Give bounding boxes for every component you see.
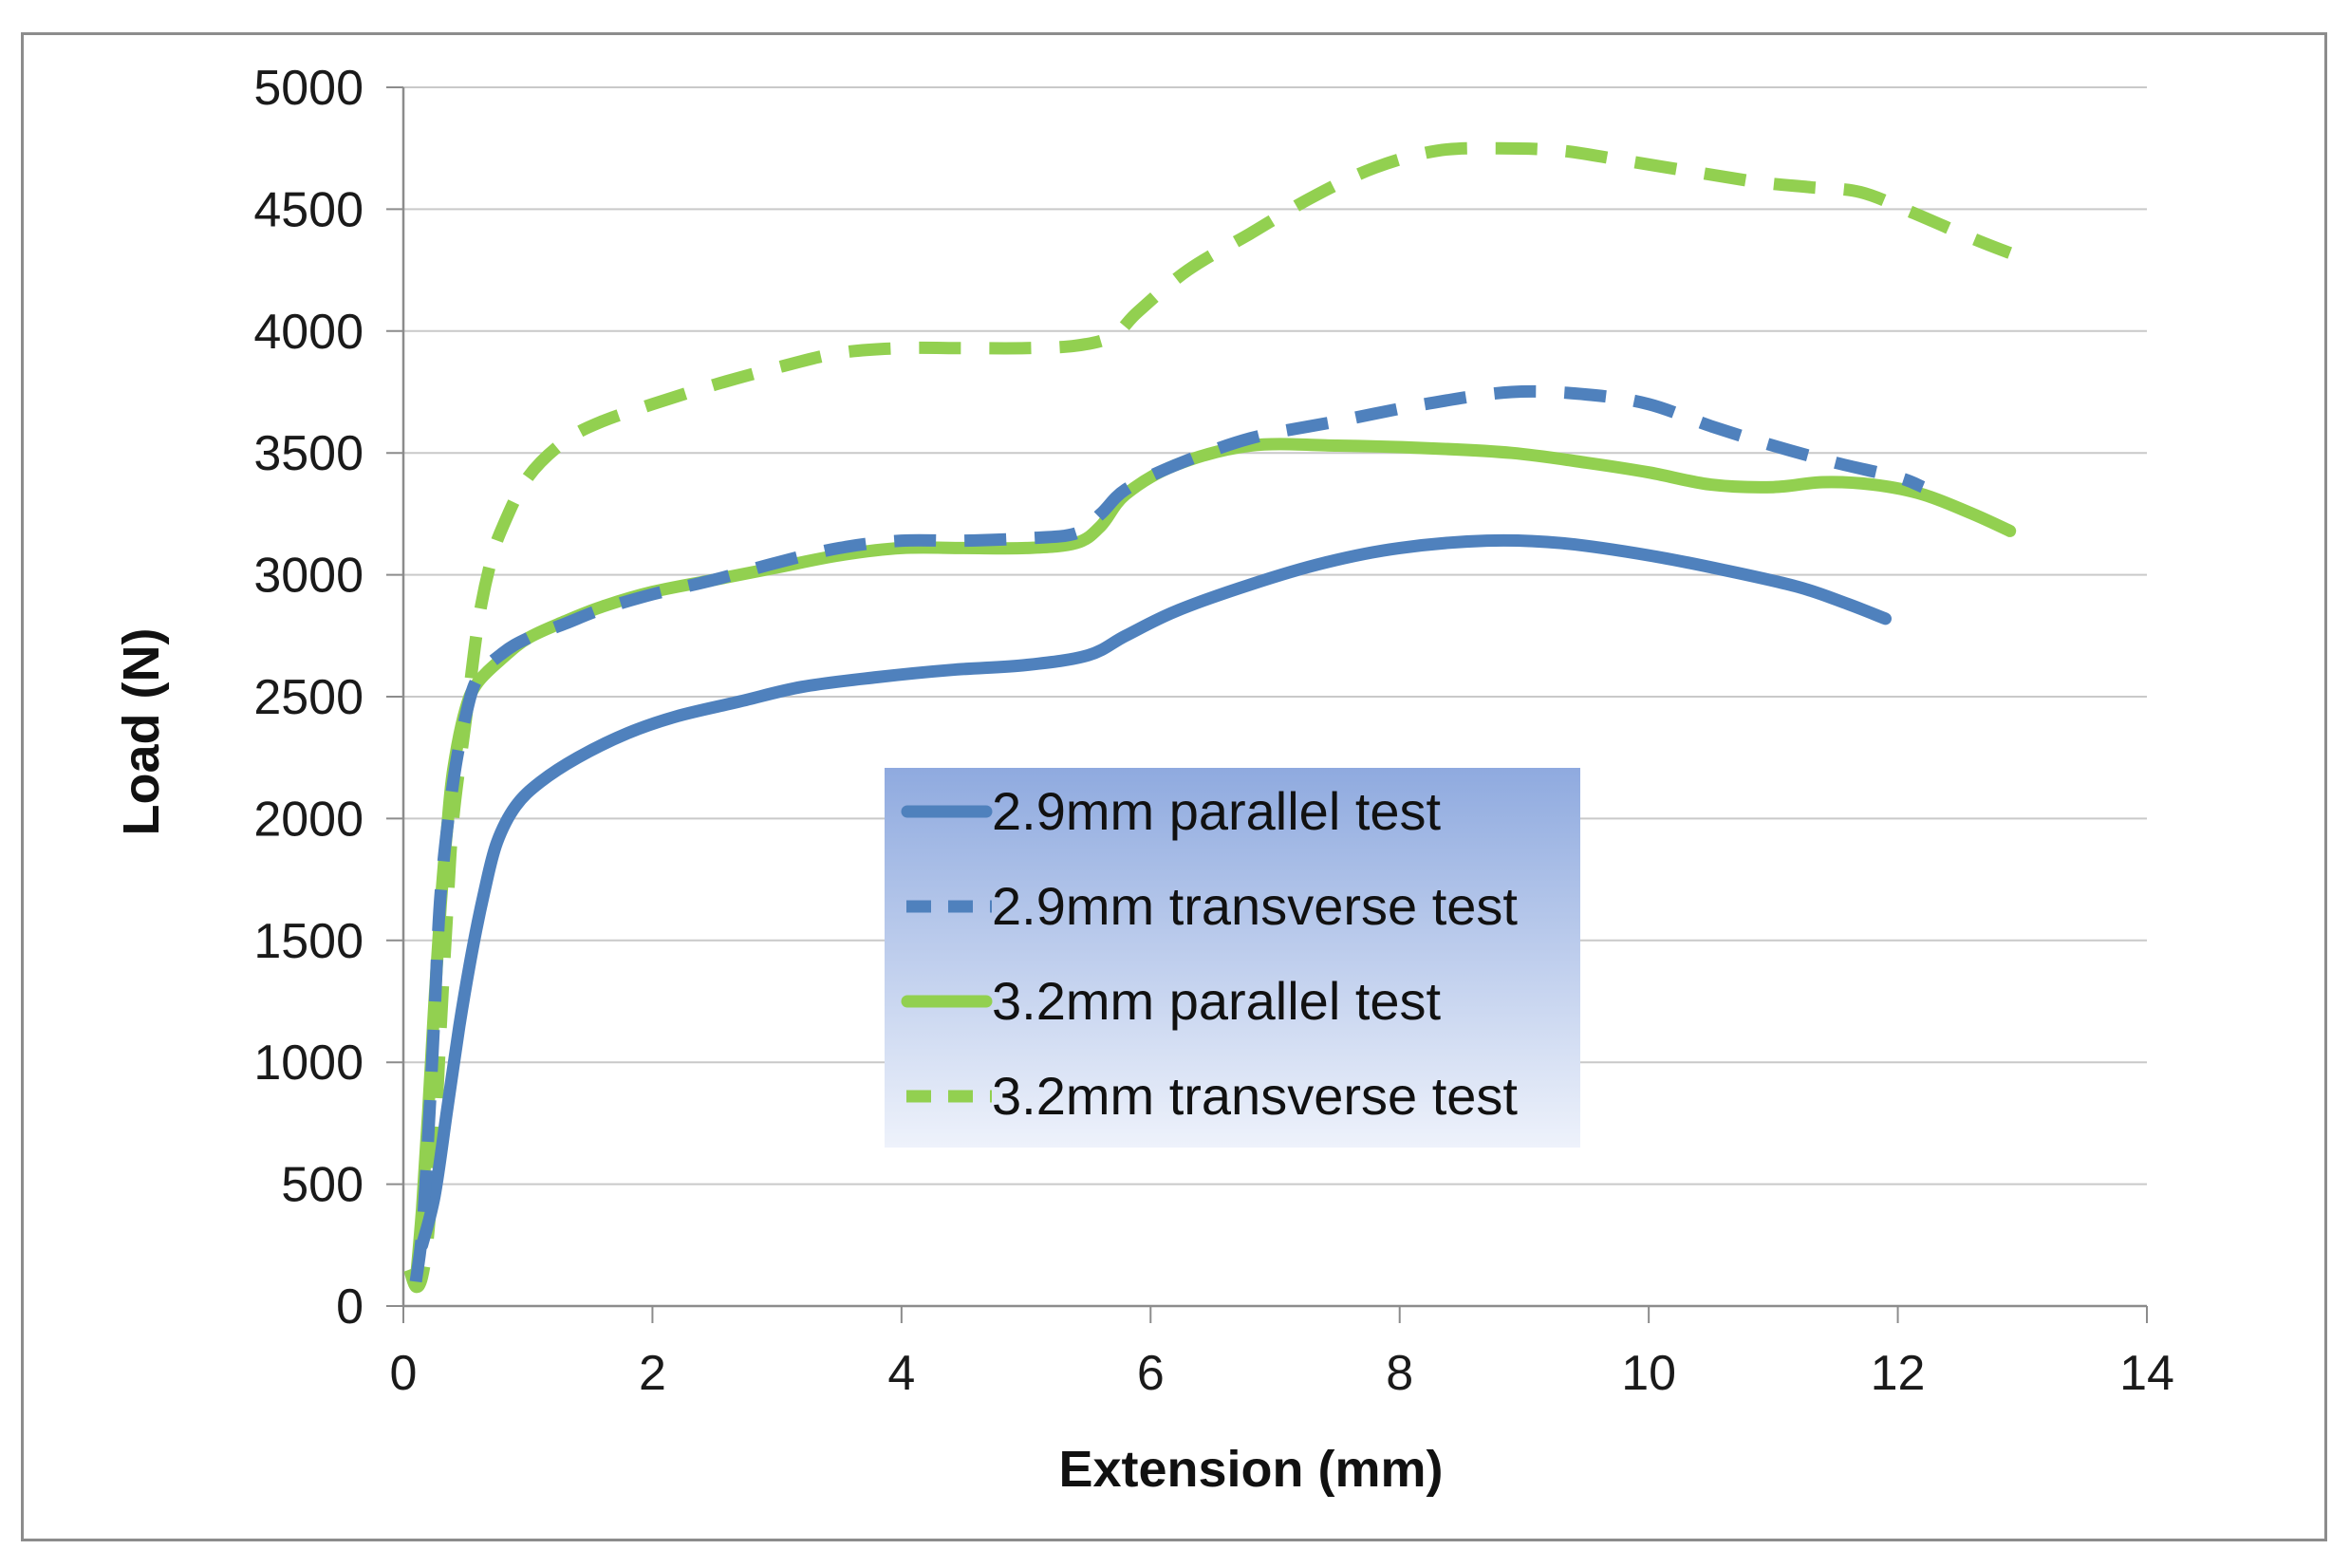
axes bbox=[386, 86, 2148, 1323]
series-line-2-9mm-parallel-test bbox=[416, 533, 1892, 1252]
y-axis-title: Load (N) bbox=[113, 628, 170, 836]
legend-entry: 2.9mm parallel test bbox=[901, 781, 1442, 841]
series-lines bbox=[403, 141, 2017, 1294]
x-tick-label: 10 bbox=[1621, 1346, 1676, 1401]
legend-label: 2.9mm transverse test bbox=[992, 876, 1518, 936]
legend-box bbox=[885, 768, 1580, 1148]
y-tick-label: 1500 bbox=[253, 914, 364, 969]
y-tick-label: 2000 bbox=[253, 792, 364, 847]
legend-entries: 2.9mm parallel test 2.9mm transverse test… bbox=[901, 781, 1518, 1126]
y-tick-label: 500 bbox=[281, 1158, 364, 1213]
x-tick-label: 6 bbox=[1137, 1346, 1165, 1401]
x-axis-title: Extension (mm) bbox=[1058, 1441, 1443, 1498]
chart-frame: 0 500 1000 1500 2000 2500 3000 3500 4000 4500 5000… bbox=[21, 32, 2327, 1541]
legend-entry: 3.2mm parallel test bbox=[901, 971, 1442, 1031]
x-tick-label: 2 bbox=[639, 1346, 666, 1401]
legend-label: 3.2mm transverse test bbox=[992, 1066, 1518, 1126]
x-tick-labels: 0 2 4 6 8 10 12 14 bbox=[390, 1346, 2174, 1401]
legend-label: 3.2mm parallel test bbox=[992, 971, 1442, 1031]
y-tick-label: 3500 bbox=[253, 426, 364, 481]
y-tick-label: 5000 bbox=[253, 61, 364, 116]
y-tick-label: 2500 bbox=[253, 670, 364, 725]
x-tick-label: 12 bbox=[1871, 1346, 1926, 1401]
chart: 0 500 1000 1500 2000 2500 3000 3500 4000 4500 5000… bbox=[113, 61, 2174, 1498]
series-line-2-9mm-transverse-test bbox=[409, 384, 1926, 1283]
y-tick-label: 4500 bbox=[253, 182, 364, 237]
y-tick-label: 3000 bbox=[253, 549, 364, 604]
y-tick-label: 1000 bbox=[253, 1036, 364, 1091]
legend-entry: 3.2mm transverse test bbox=[906, 1066, 1518, 1126]
x-tick-label: 4 bbox=[887, 1346, 915, 1401]
y-tick-labels: 0 500 1000 1500 2000 2500 3000 3500 4000 4500 5000 bbox=[253, 61, 364, 1335]
legend: 2.9mm parallel test 2.9mm transverse test… bbox=[885, 768, 1580, 1148]
x-tick-label: 8 bbox=[1386, 1346, 1413, 1401]
y-tick-label: 0 bbox=[336, 1279, 364, 1335]
x-tick-label: 14 bbox=[2119, 1346, 2174, 1401]
legend-label: 2.9mm parallel test bbox=[992, 781, 1442, 841]
legend-entry: 2.9mm transverse test bbox=[906, 876, 1518, 936]
x-tick-label: 0 bbox=[390, 1346, 418, 1401]
y-tick-label: 4000 bbox=[253, 305, 364, 360]
